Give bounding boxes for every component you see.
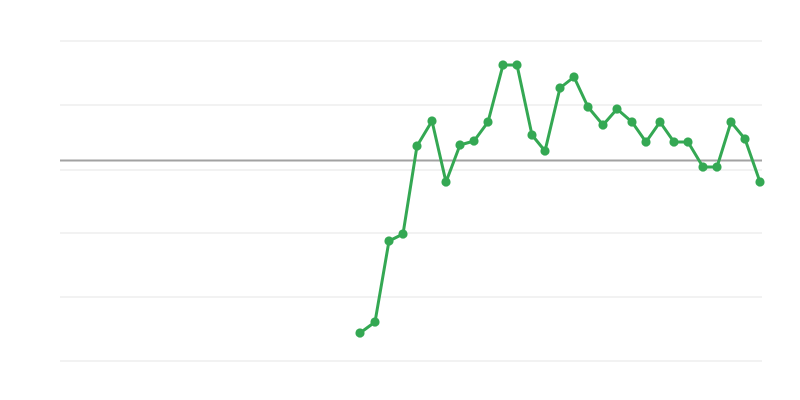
data-point-marker xyxy=(583,102,593,112)
data-point-marker xyxy=(698,162,708,172)
data-point-marker xyxy=(612,104,622,114)
data-point-marker xyxy=(627,117,637,127)
data-point-marker xyxy=(370,317,380,327)
data-point-marker xyxy=(441,177,451,187)
data-point-marker xyxy=(469,136,479,146)
data-point-marker xyxy=(655,117,665,127)
data-point-marker xyxy=(598,120,608,130)
data-point-marker xyxy=(527,130,537,140)
data-point-marker xyxy=(726,117,736,127)
data-point-marker xyxy=(398,229,408,239)
data-point-marker xyxy=(483,117,493,127)
data-point-marker xyxy=(498,60,508,70)
data-point-marker xyxy=(669,137,679,147)
data-point-marker xyxy=(641,137,651,147)
data-point-marker xyxy=(740,134,750,144)
data-point-marker xyxy=(355,328,365,338)
data-point-marker xyxy=(712,162,722,172)
data-point-marker xyxy=(512,60,522,70)
data-point-marker xyxy=(384,236,394,246)
data-point-marker xyxy=(412,141,422,151)
data-point-marker xyxy=(540,146,550,156)
data-point-marker xyxy=(755,177,765,187)
data-point-marker xyxy=(683,137,693,147)
data-point-marker xyxy=(427,116,437,126)
data-point-marker xyxy=(569,72,579,82)
data-point-marker xyxy=(455,140,465,150)
data-point-marker xyxy=(555,83,565,93)
